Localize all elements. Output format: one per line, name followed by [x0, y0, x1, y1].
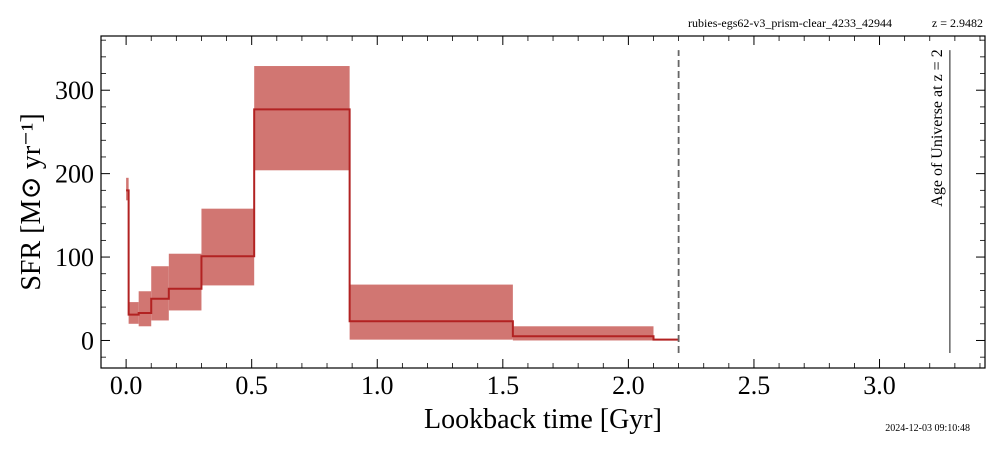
y-tick-label: 200: [55, 160, 94, 189]
age-of-universe-label: Age of Universe at z = 2: [929, 49, 946, 206]
x-tick-label: 3.0: [863, 371, 896, 400]
x-tick-label: 1.0: [361, 371, 394, 400]
x-tick-label: 0.5: [235, 371, 268, 400]
x-axis-label: Lookback time [Gyr]: [424, 404, 662, 435]
x-tick-labels: 0.0 0.5 1.0 1.5 2.0 2.5 3.0: [110, 371, 896, 400]
sfr-band-bin-3: [151, 266, 169, 320]
sfr-band-bin-1: [129, 302, 139, 324]
object-id: rubies-egs62-v3_prism-clear_4233_42944: [688, 16, 892, 30]
sfr-band-bin-4: [169, 254, 202, 311]
y-tick-label: 100: [55, 243, 94, 272]
plot-frame: [101, 36, 985, 368]
sfr-band-bin-8: [513, 326, 654, 340]
y-axis-label: SFR [M⊙ yr⁻¹]: [16, 113, 47, 290]
x-tick-label: 0.0: [110, 371, 143, 400]
sfr-uncertainty-bands: [126, 66, 679, 340]
x-tick-label: 2.5: [738, 371, 771, 400]
sfr-band-bin-5: [201, 209, 254, 286]
sfr-band-bin-2: [139, 291, 152, 326]
timestamp: 2024-12-03 09:10:48: [885, 423, 970, 434]
y-tick-label: 0: [81, 326, 94, 355]
y-tick-label: 300: [55, 76, 94, 105]
redshift-label: z = 2.9482: [932, 16, 983, 30]
axis-ticks: [101, 36, 985, 368]
sfr-band-bin-6: [254, 66, 349, 170]
reference-lines: [679, 50, 950, 353]
x-tick-label: 1.5: [487, 371, 520, 400]
sfr-band-bin-7: [350, 285, 513, 340]
y-tick-labels: 0 100 200 300: [55, 76, 94, 355]
x-tick-label: 2.0: [612, 371, 645, 400]
